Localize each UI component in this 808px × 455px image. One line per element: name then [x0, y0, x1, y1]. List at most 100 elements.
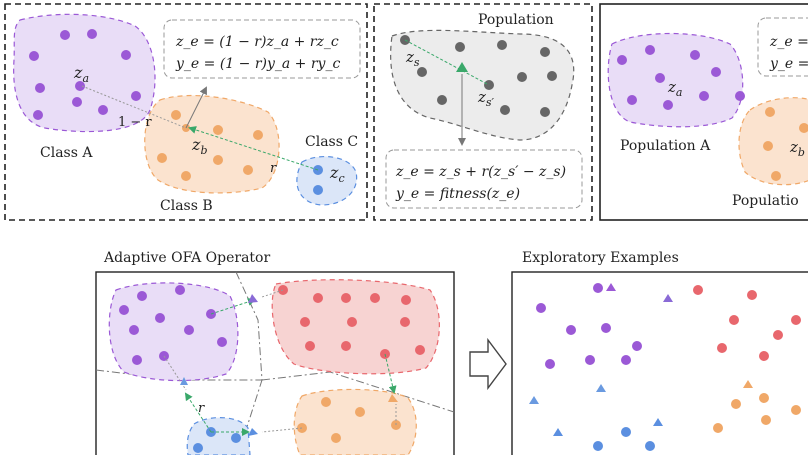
point — [517, 72, 527, 82]
label-za: za — [73, 63, 89, 85]
point — [763, 141, 773, 151]
point — [711, 67, 721, 77]
point — [217, 337, 227, 347]
point — [621, 355, 631, 365]
point — [791, 315, 801, 325]
point — [98, 105, 108, 115]
point — [72, 97, 82, 107]
point — [87, 29, 97, 39]
point — [761, 415, 771, 425]
label-zb: zb — [191, 135, 207, 157]
ofa-orange-points — [297, 397, 401, 443]
triangle-marker — [663, 294, 673, 302]
point — [655, 73, 665, 83]
ofa-red-points — [278, 285, 425, 359]
point — [253, 130, 263, 140]
point — [341, 293, 351, 303]
equation-ze: z_e = (1 − r)z_a + rz_c — [175, 34, 339, 50]
point — [305, 341, 315, 351]
point — [313, 185, 323, 195]
ofa-tri-3 — [248, 428, 258, 436]
point — [400, 317, 410, 327]
point — [121, 50, 131, 60]
interp-line-a — [81, 85, 187, 129]
class-b-label: Class B — [160, 198, 213, 214]
right-equation-ye: y_e = — [769, 56, 808, 72]
ofa-tri-4 — [388, 394, 398, 402]
population-title: Population — [478, 12, 554, 28]
point — [690, 50, 700, 60]
class-b-region — [144, 94, 280, 194]
point — [645, 441, 655, 451]
triangle-marker — [743, 380, 753, 388]
ofa-purple-region — [108, 282, 239, 382]
point — [313, 293, 323, 303]
point — [415, 345, 425, 355]
point — [621, 427, 631, 437]
population-equation-ye: y_e = fitness(z_e) — [395, 186, 520, 202]
point — [747, 290, 757, 300]
point — [370, 293, 380, 303]
point — [184, 325, 194, 335]
class-a-label: Class A — [40, 145, 93, 161]
point — [729, 315, 739, 325]
ofa-arrow-3 — [184, 392, 212, 433]
point — [545, 359, 555, 369]
ofa-arrow-6 — [261, 427, 303, 433]
triangle-marker — [553, 428, 563, 436]
point — [321, 397, 331, 407]
population-equation-box — [385, 149, 583, 209]
point — [171, 110, 181, 120]
point — [175, 285, 185, 295]
ofa-blue-region — [186, 417, 251, 455]
class-a-points — [29, 29, 141, 120]
panel-ofa-operator: Adaptive OFA Operator — [95, 250, 455, 455]
label-zsp: zs′ — [477, 88, 495, 109]
point — [213, 125, 223, 135]
point — [401, 295, 411, 305]
triangle-marker — [653, 418, 663, 426]
point — [593, 441, 603, 451]
point — [497, 40, 507, 50]
point — [773, 330, 783, 340]
point — [759, 351, 769, 361]
label-zs: zs — [405, 48, 420, 69]
point — [137, 291, 147, 301]
point — [155, 313, 165, 323]
class-a-region — [13, 13, 156, 133]
point — [693, 285, 703, 295]
arrow-to-equation — [185, 86, 207, 129]
point — [355, 407, 365, 417]
point — [771, 171, 781, 181]
population-a-region — [607, 32, 744, 128]
ofa-title: Adaptive OFA Operator — [103, 250, 270, 266]
point — [547, 71, 557, 81]
point — [181, 171, 191, 181]
point — [791, 405, 801, 415]
point — [60, 30, 70, 40]
point — [540, 47, 550, 57]
triangle-marker — [606, 283, 616, 291]
panel-exploratory: Exploratory Examples — [511, 250, 808, 455]
label-point-a: za — [667, 78, 682, 99]
point — [35, 83, 45, 93]
panel-interpolation: za zb zc 1 − r r Class A Class B Class C… — [4, 3, 368, 221]
point — [765, 107, 775, 117]
point — [132, 355, 142, 365]
point — [731, 399, 741, 409]
ofa-red-region — [271, 279, 440, 375]
point — [585, 355, 595, 365]
population-b-label: Populatio — [732, 193, 799, 209]
point — [341, 341, 351, 351]
point — [566, 325, 576, 335]
point — [717, 343, 727, 353]
exploratory-blue — [593, 427, 655, 451]
population-b-points — [763, 107, 808, 181]
exploratory-purple — [536, 283, 642, 369]
point — [347, 317, 357, 327]
point — [33, 110, 43, 120]
point — [536, 303, 546, 313]
point — [243, 165, 253, 175]
equation-ye: y_e = (1 − r)y_a + ry_c — [175, 56, 340, 72]
ofa-arrow-7 — [384, 353, 397, 394]
